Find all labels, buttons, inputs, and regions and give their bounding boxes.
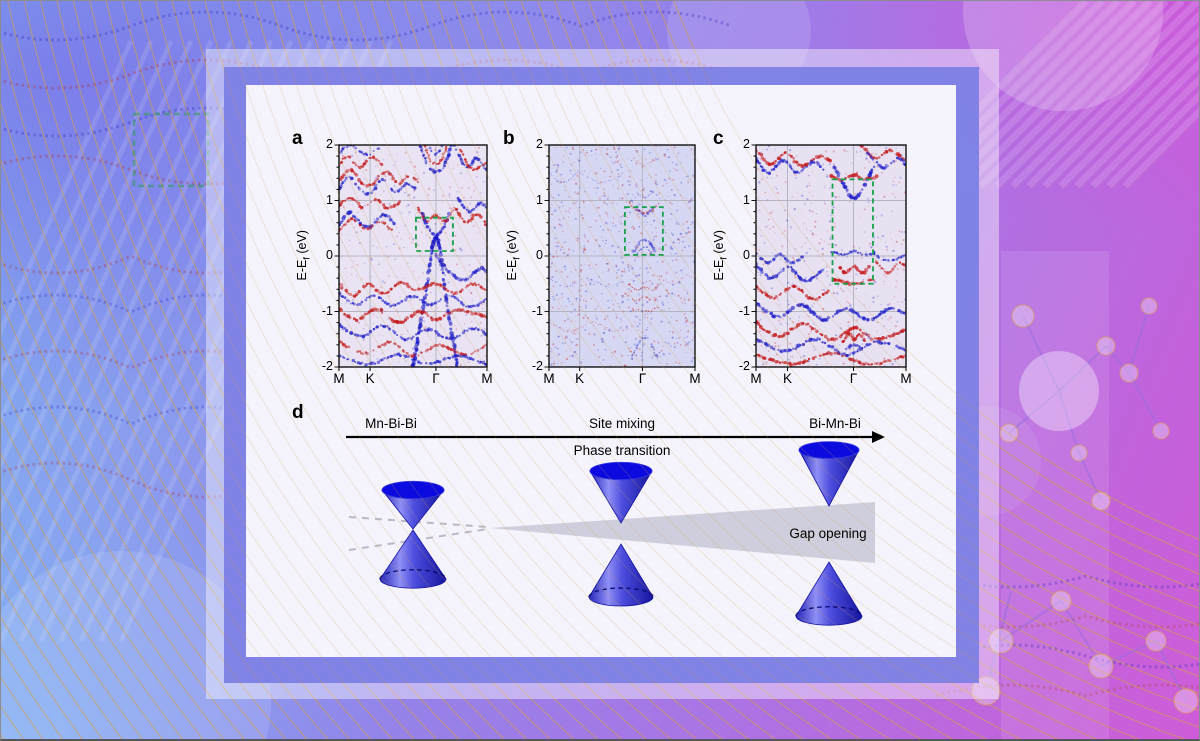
gap-opening-label: Gap opening bbox=[789, 526, 866, 541]
stage-label-site-mixing: Site mixing bbox=[589, 416, 655, 431]
x-tick-label: Γ bbox=[842, 371, 866, 386]
panel-label-b: b bbox=[503, 128, 515, 150]
y-tick-label: -1 bbox=[519, 304, 543, 318]
x-tick-label: Γ bbox=[630, 371, 654, 386]
x-tick-label: K bbox=[358, 371, 382, 386]
x-tick-label: Γ bbox=[424, 371, 448, 386]
band-structure-plot-c bbox=[747, 142, 909, 383]
y-tick-label: 1 bbox=[309, 193, 333, 207]
y-tick-label: 2 bbox=[309, 137, 333, 151]
x-tick-label: M bbox=[683, 371, 707, 386]
y-tick-label: 0 bbox=[309, 248, 333, 262]
x-tick-label: K bbox=[568, 371, 592, 386]
panel-label-c: c bbox=[713, 128, 724, 150]
x-tick-label: K bbox=[776, 371, 800, 386]
stage-label-mn-bi-bi: Mn-Bi-Bi bbox=[365, 416, 417, 431]
band-structure-plot-a bbox=[330, 142, 490, 383]
molecule-decoration bbox=[972, 298, 1198, 713]
y-tick-label: 2 bbox=[519, 137, 543, 151]
phase-transition-label: Phase transition bbox=[574, 443, 671, 458]
x-tick-label: M bbox=[327, 371, 351, 386]
x-tick-label: M bbox=[894, 371, 918, 386]
y-tick-label: 1 bbox=[726, 193, 750, 207]
figure-stage: a b c d E-Ef (eV) E-Ef (eV) E-Ef (eV) Mn… bbox=[0, 0, 1200, 741]
panel-label-a: a bbox=[292, 128, 303, 150]
y-tick-label: 0 bbox=[726, 248, 750, 262]
y-tick-label: -1 bbox=[309, 304, 333, 318]
y-tick-label: 1 bbox=[519, 193, 543, 207]
x-tick-label: M bbox=[475, 371, 499, 386]
light-shaft bbox=[1001, 251, 1109, 741]
panel-label-d: d bbox=[292, 402, 304, 424]
x-tick-label: M bbox=[537, 371, 561, 386]
stage-label-bi-mn-bi: Bi-Mn-Bi bbox=[809, 416, 861, 431]
x-tick-label: M bbox=[744, 371, 768, 386]
y-tick-label: 2 bbox=[726, 137, 750, 151]
band-structure-plot-b bbox=[540, 142, 698, 383]
y-tick-label: -1 bbox=[726, 304, 750, 318]
y-tick-label: 0 bbox=[519, 248, 543, 262]
